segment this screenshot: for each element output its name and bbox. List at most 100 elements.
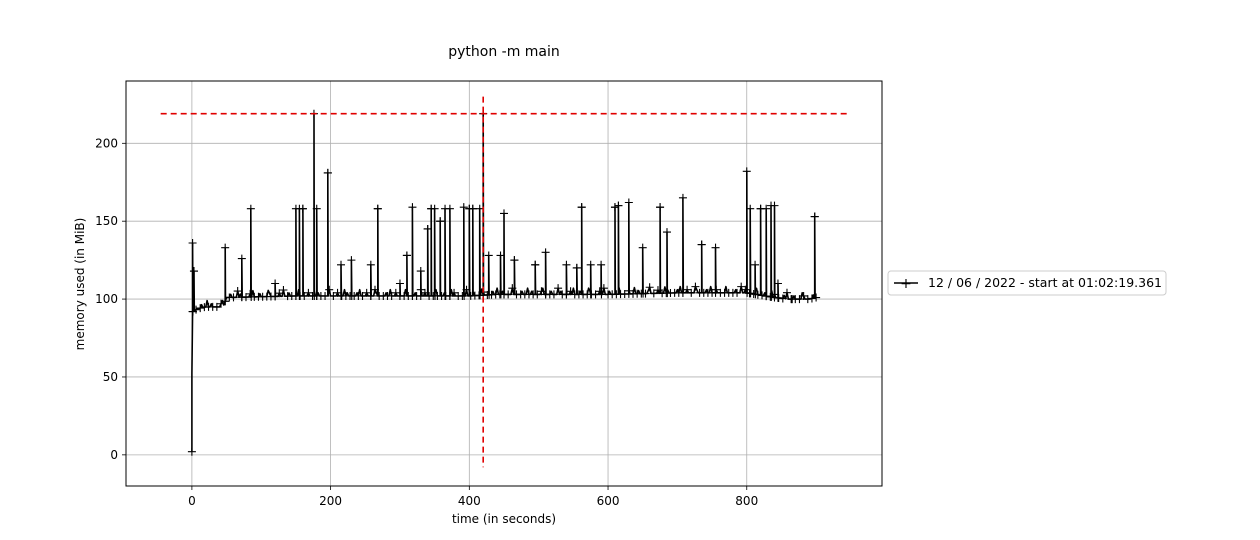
data-point — [799, 291, 808, 300]
data-point — [395, 279, 404, 288]
data-point — [562, 290, 571, 299]
data-point — [678, 193, 687, 202]
data-point — [687, 288, 696, 297]
data-point — [391, 288, 400, 297]
data-point — [366, 260, 375, 269]
data-point — [420, 288, 429, 297]
data-point — [746, 204, 755, 213]
data-point — [196, 304, 205, 313]
data-point — [577, 203, 586, 212]
data-point — [298, 204, 307, 213]
data-point — [321, 291, 330, 300]
data-point — [773, 279, 782, 288]
data-point — [641, 289, 650, 298]
data-point — [192, 305, 201, 314]
data-point — [370, 285, 379, 294]
data-point — [427, 204, 436, 213]
data-point — [662, 228, 671, 237]
data-point — [188, 239, 197, 247]
data-point — [541, 248, 550, 257]
data-point — [638, 243, 647, 252]
data-point — [812, 293, 821, 302]
y-tick-label: 150 — [95, 214, 118, 228]
data-point — [778, 294, 787, 303]
data-point — [737, 282, 746, 291]
data-point — [770, 290, 779, 299]
data-point — [362, 288, 371, 297]
data-point — [742, 167, 751, 176]
data-point — [221, 243, 230, 252]
data-point — [810, 212, 819, 221]
data-point — [347, 256, 356, 265]
data-point — [770, 201, 779, 210]
data-point — [586, 260, 595, 269]
y-tick-label: 0 — [110, 448, 118, 462]
plot-frame — [125, 80, 883, 487]
x-tick-label: 600 — [597, 494, 620, 508]
data-point — [468, 204, 477, 213]
x-tick-label: 0 — [188, 494, 196, 508]
data-point — [462, 285, 471, 294]
data-point — [510, 256, 519, 265]
data-point — [500, 209, 508, 218]
data-point — [504, 290, 513, 299]
data-point — [597, 260, 606, 269]
data-point — [614, 201, 623, 210]
y-axis-ticks: 0 50 100 150 200 — [95, 136, 126, 462]
legend: + 12 / 06 / 2022 - start at 01:02:19.361 — [887, 270, 1167, 296]
data-point — [624, 198, 633, 207]
series-line — [187, 109, 821, 456]
data-point — [312, 204, 321, 213]
data-point — [217, 299, 226, 308]
data-point — [712, 285, 721, 294]
data-point — [337, 260, 346, 269]
data-point — [450, 288, 459, 297]
data-point — [246, 204, 255, 213]
data-point — [387, 291, 396, 300]
data-point — [566, 287, 575, 296]
data-point — [758, 291, 767, 300]
data-point — [358, 291, 367, 300]
data-point — [803, 295, 812, 304]
data-point — [271, 279, 280, 288]
data-point — [496, 251, 505, 260]
y-tick-label: 200 — [95, 136, 118, 150]
data-point — [762, 292, 771, 301]
data-point — [304, 288, 313, 297]
data-point — [649, 289, 658, 298]
data-point — [229, 293, 238, 302]
data-point — [436, 217, 445, 226]
y-tick-label: 50 — [103, 370, 118, 384]
data-point — [300, 291, 309, 300]
data-point — [275, 289, 284, 298]
data-point — [533, 290, 542, 299]
data-point — [423, 224, 432, 233]
data-point — [610, 203, 619, 212]
data-point — [645, 283, 654, 292]
data-point — [656, 203, 665, 212]
data-point — [416, 285, 425, 294]
data-point — [599, 284, 608, 293]
data-point — [537, 287, 546, 296]
data-point — [508, 284, 517, 293]
data-point — [271, 292, 280, 301]
x-axis-ticks: 0 200 400 600 800 — [188, 486, 758, 508]
x-tick-label: 800 — [735, 494, 758, 508]
data-point — [416, 267, 425, 276]
data-point — [373, 204, 382, 213]
data-point — [807, 294, 816, 303]
x-axis-label: time (in seconds) — [452, 512, 556, 526]
chart-title: python -m main — [448, 44, 560, 60]
x-tick-label: 400 — [458, 494, 481, 508]
data-point — [554, 284, 563, 293]
data-point — [697, 240, 706, 249]
y-axis-label: memory used (in MiB) — [73, 218, 87, 351]
legend-label: 12 / 06 / 2022 - start at 01:02:19.361 — [928, 275, 1162, 290]
legend-marker-swatch: + — [900, 276, 912, 292]
data-point — [323, 168, 332, 177]
data-point — [549, 290, 558, 299]
data-point — [683, 285, 692, 294]
data-point — [366, 291, 375, 300]
data-point — [402, 251, 411, 260]
